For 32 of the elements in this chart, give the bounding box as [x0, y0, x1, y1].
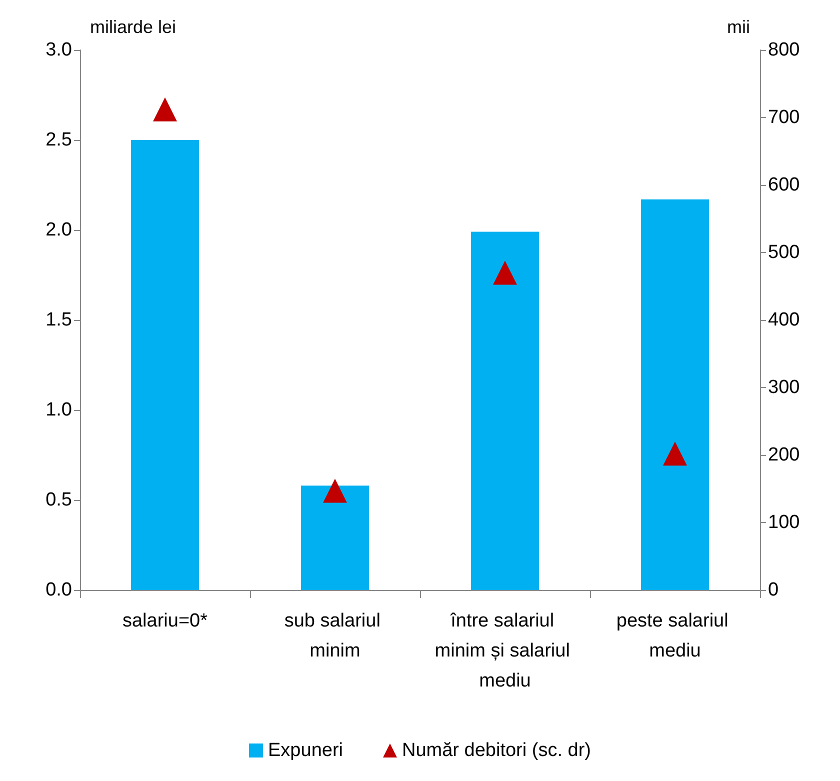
- y2-axis-title: mii: [727, 17, 750, 37]
- x-tick-label: între salariul minim și salariul mediu: [434, 610, 576, 692]
- y2-tick-label: 400: [768, 310, 800, 330]
- x-tick-label: salariu=0*: [122, 610, 208, 632]
- y2-tick-label: 500: [768, 242, 800, 263]
- y2-tick-label: 800: [768, 40, 800, 60]
- y-tick-label: 0.0: [46, 580, 72, 600]
- bar: [641, 199, 709, 590]
- y2-tick-label: 0: [768, 580, 779, 600]
- y-axis-title: miliarde lei: [90, 17, 176, 37]
- bar: [131, 140, 199, 590]
- point: [323, 478, 347, 503]
- y2-tick-label: 200: [768, 444, 800, 466]
- y2-tick-label: 100: [768, 512, 800, 533]
- legend-label: Număr debitori (sc. dr): [402, 740, 591, 761]
- point: [663, 442, 687, 466]
- bar: [301, 486, 369, 590]
- point: [153, 97, 177, 122]
- bar: [471, 232, 539, 590]
- y-tick-label: 0.5: [46, 490, 72, 510]
- y-tick-label: 3.0: [46, 40, 72, 60]
- y-tick-label: 1.5: [46, 310, 72, 330]
- point: [493, 260, 517, 285]
- y-tick-label: 2.0: [46, 220, 72, 240]
- y-tick-label: 2.5: [46, 130, 72, 150]
- x-tick-label: sub salariul minim: [284, 610, 386, 662]
- y2-tick-label: 600: [768, 174, 800, 196]
- y2-tick-label: 300: [768, 377, 800, 398]
- y-tick-label: 1.0: [46, 400, 72, 420]
- legend-label: Expuneri: [268, 740, 344, 761]
- x-tick-label: peste salariul mediu: [616, 610, 734, 662]
- y2-tick-label: 700: [768, 107, 800, 128]
